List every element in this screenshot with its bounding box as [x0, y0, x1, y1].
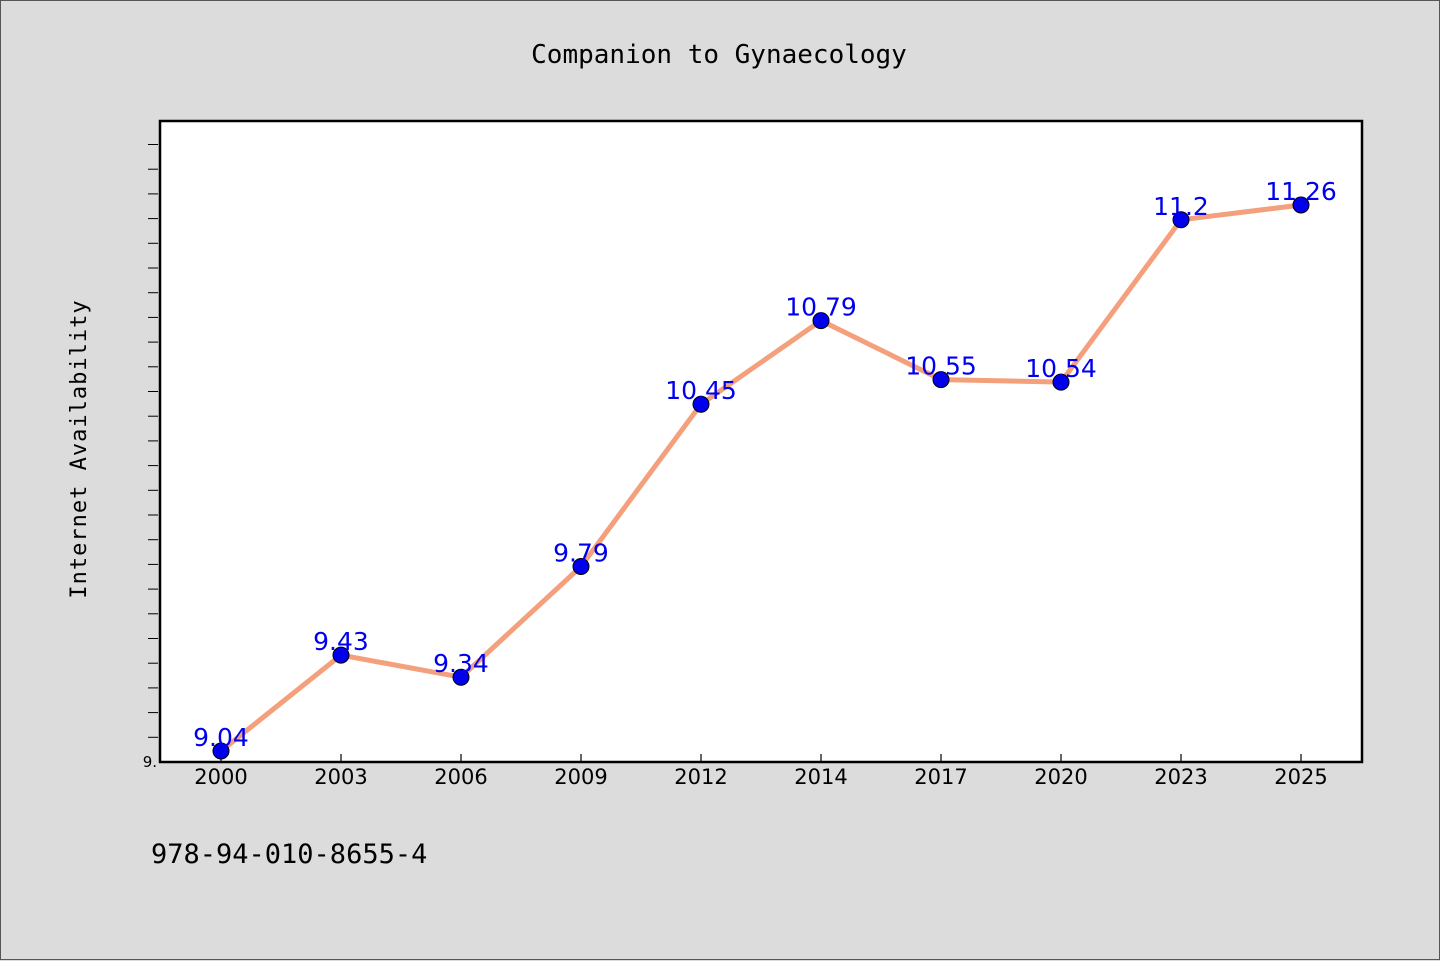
data-label: 11.2	[1153, 192, 1209, 221]
plot-area	[158, 119, 1364, 764]
x-tick-label: 2006	[434, 765, 487, 789]
x-tick-label: 2025	[1274, 765, 1327, 789]
data-label: 9.34	[433, 649, 489, 678]
data-point	[932, 371, 950, 389]
data-point	[812, 312, 830, 330]
data-label: 10.54	[1025, 354, 1097, 383]
data-label: 10.55	[905, 352, 977, 381]
data-point	[452, 668, 470, 686]
x-tick-label: 2017	[914, 765, 967, 789]
data-point	[1292, 196, 1310, 214]
data-label: 9.43	[313, 627, 369, 656]
x-tick-label: 2009	[554, 765, 607, 789]
x-tick-label: 2014	[794, 765, 847, 789]
x-tick-label: 2020	[1034, 765, 1087, 789]
y-tick-label: 9.	[143, 753, 157, 771]
data-point	[1052, 373, 1070, 391]
data-label: 9.79	[553, 539, 609, 568]
x-tick-label: 2012	[674, 765, 727, 789]
series-line	[218, 202, 1304, 754]
data-markers	[212, 196, 1310, 760]
chart-title: Companion to Gynaecology	[531, 40, 907, 70]
x-tick-label: 2000	[194, 765, 247, 789]
series-line-group	[218, 202, 1304, 754]
y-axis-ticks: 9.	[143, 144, 158, 771]
data-label: 10.79	[785, 293, 857, 322]
data-label: 11.26	[1265, 177, 1337, 206]
data-point	[692, 395, 710, 413]
x-tick-label: 2023	[1154, 765, 1207, 789]
y-axis-label: Internet Availability	[67, 299, 92, 598]
data-point	[1172, 211, 1190, 229]
data-point	[212, 742, 230, 760]
x-tick-label: 2003	[314, 765, 367, 789]
data-labels: 9.04 9.43 9.34 9.79 10.45 10.79 10.55 10.54 11.2…	[193, 177, 1337, 752]
isbn-footer: 978-94-010-8655-4	[151, 839, 427, 870]
data-point	[332, 646, 350, 664]
data-point	[572, 558, 590, 575]
x-axis-ticks: 2000 2003 2006 2009 2012 2014 2017 2020 2023 2025	[194, 754, 1328, 789]
data-label: 10.45	[665, 376, 737, 405]
data-label: 9.04	[193, 723, 249, 752]
